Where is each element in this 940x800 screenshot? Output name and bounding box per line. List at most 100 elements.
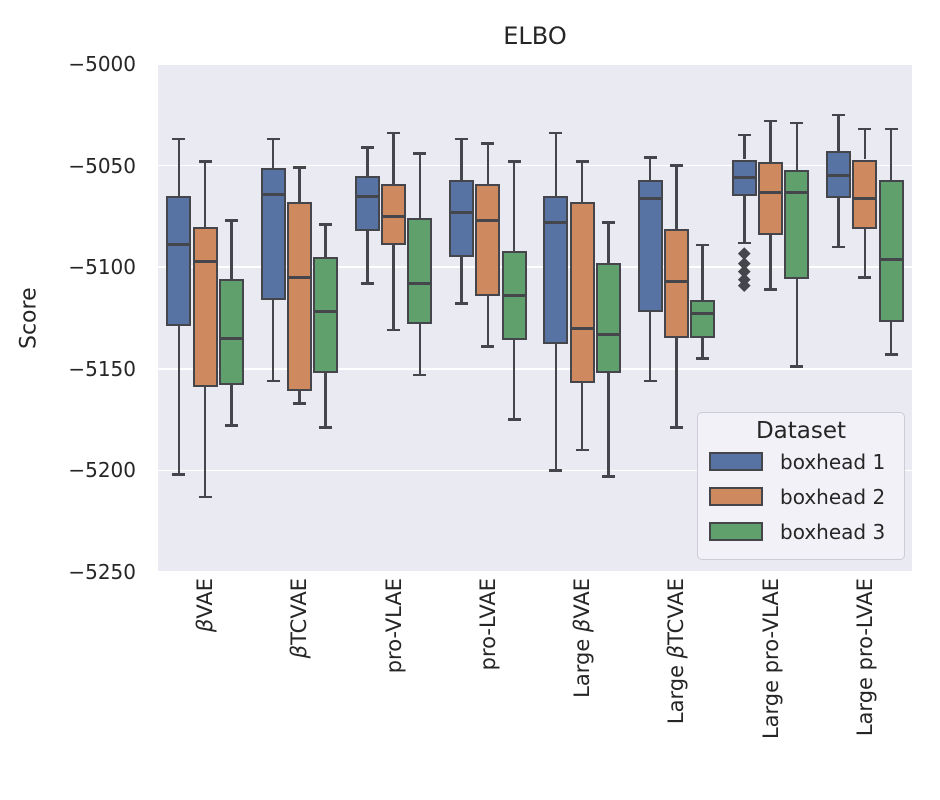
gridline xyxy=(158,469,912,472)
boxplot-whisker xyxy=(366,147,369,176)
boxplot-whisker xyxy=(418,153,422,219)
legend-swatch-boxhead-2 xyxy=(709,487,763,506)
chart-title: ELBO xyxy=(503,22,567,50)
boxplot-whisker xyxy=(607,222,610,264)
boxplot-whisker-cap xyxy=(764,119,778,123)
x-tick-label: pro-LVAE xyxy=(475,578,500,671)
boxplot-median xyxy=(502,294,526,298)
boxplot-whisker xyxy=(743,135,746,160)
boxplot-whisker-cap xyxy=(575,448,589,452)
boxplot-box xyxy=(690,299,716,339)
boxplot-whisker xyxy=(177,326,181,475)
boxplot-whisker xyxy=(203,161,207,227)
boxplot-whisker-cap xyxy=(481,141,495,145)
boxplot-whisker xyxy=(554,133,558,197)
x-tick-label: Large pro-VLAE xyxy=(758,578,783,740)
boxplot-whisker-cap xyxy=(549,131,563,135)
boxplot-median xyxy=(382,214,406,218)
boxplot-box xyxy=(313,257,339,373)
boxplot-whisker xyxy=(769,234,772,290)
y-tick-label: −5150 xyxy=(68,356,136,381)
y-tick-label: −5100 xyxy=(68,255,136,280)
boxplot-whisker-cap xyxy=(507,160,521,163)
y-axis-label: Score xyxy=(16,287,42,349)
boxplot-whisker xyxy=(889,322,893,355)
boxplot-median xyxy=(596,332,620,336)
boxplot-median xyxy=(638,196,662,200)
boxplot-whisker-cap xyxy=(292,166,306,169)
legend-swatch-boxhead-3 xyxy=(709,522,763,541)
plot-area xyxy=(158,64,912,572)
boxplot-whisker xyxy=(607,372,610,477)
boxplot-whisker xyxy=(580,383,584,451)
legend-title: Dataset xyxy=(755,418,847,444)
boxplot-whisker xyxy=(460,139,463,180)
boxplot-whisker-cap xyxy=(266,379,280,383)
boxplot-whisker xyxy=(271,139,275,168)
boxplot-median xyxy=(355,194,379,198)
x-tick-label: Large βTCVAE xyxy=(664,578,689,725)
boxplot-whisker xyxy=(554,344,558,471)
boxplot-whisker xyxy=(418,324,422,375)
boxplot-whisker-cap xyxy=(575,160,589,163)
boxplot-whisker-cap xyxy=(266,137,280,141)
boxplot-whisker-cap xyxy=(858,276,872,279)
boxplot-whisker xyxy=(648,157,652,180)
boxplot-whisker-cap xyxy=(790,121,804,125)
boxplot-whisker-cap xyxy=(601,475,615,478)
boxplot-whisker-cap xyxy=(643,156,657,159)
boxplot-median xyxy=(476,218,500,222)
boxplot-whisker-cap xyxy=(764,288,778,291)
boxplot-median xyxy=(570,326,594,330)
boxplot-whisker-cap xyxy=(413,152,427,155)
boxplot-median xyxy=(450,210,474,214)
boxplot-whisker-cap xyxy=(696,357,710,360)
x-tick-label: Large βVAE xyxy=(570,578,595,698)
boxplot-whisker-cap xyxy=(413,373,427,377)
boxplot-whisker-cap xyxy=(884,127,898,131)
boxplot-whisker-cap xyxy=(360,146,374,149)
boxplot-whisker-cap xyxy=(172,137,186,141)
boxplot-whisker-cap xyxy=(790,365,804,369)
boxplot-box xyxy=(878,179,904,323)
boxplot-whisker xyxy=(324,224,327,258)
boxplot-box xyxy=(852,159,878,229)
boxplot-box xyxy=(192,226,218,388)
boxplot-whisker xyxy=(486,295,490,347)
gridline xyxy=(158,164,912,167)
boxplot-whisker xyxy=(769,120,772,162)
boxplot-whisker xyxy=(203,387,207,497)
boxplot-whisker xyxy=(580,161,584,203)
boxplot-box xyxy=(475,183,501,296)
boxplot-whisker xyxy=(392,133,395,184)
gridline xyxy=(158,571,912,572)
boxplot-median xyxy=(691,312,715,316)
boxplot-box xyxy=(449,179,475,258)
legend-entry: boxhead 2 xyxy=(698,479,904,514)
boxplot-whisker xyxy=(486,143,490,184)
boxplot-whisker xyxy=(298,391,301,404)
legend-label: boxhead 1 xyxy=(780,449,886,474)
boxplot-median xyxy=(664,279,688,283)
boxplot-box xyxy=(784,169,810,280)
boxplot-whisker-cap xyxy=(455,302,469,306)
boxplot-box xyxy=(595,263,621,373)
y-tick-label: −5250 xyxy=(68,560,136,584)
boxplot-whisker xyxy=(863,228,867,278)
x-tick-label: Large pro-LVAE xyxy=(852,578,877,737)
legend-swatch-boxhead-1 xyxy=(709,452,763,471)
legend-entry: boxhead 1 xyxy=(698,444,904,479)
boxplot-box xyxy=(260,167,286,300)
boxplot-median xyxy=(219,336,243,340)
boxplot-median xyxy=(827,174,851,178)
gridline xyxy=(158,368,912,370)
boxplot-median xyxy=(544,220,568,224)
boxplot-whisker-cap xyxy=(198,160,212,163)
legend-label: boxhead 3 xyxy=(780,519,886,544)
boxplot-whisker xyxy=(837,198,840,247)
boxplot-box xyxy=(663,228,689,339)
boxplot-whisker-cap xyxy=(292,402,306,405)
boxplot-whisker-cap xyxy=(669,426,683,430)
boxplot-box xyxy=(543,196,569,345)
boxplot-whisker xyxy=(675,338,678,428)
